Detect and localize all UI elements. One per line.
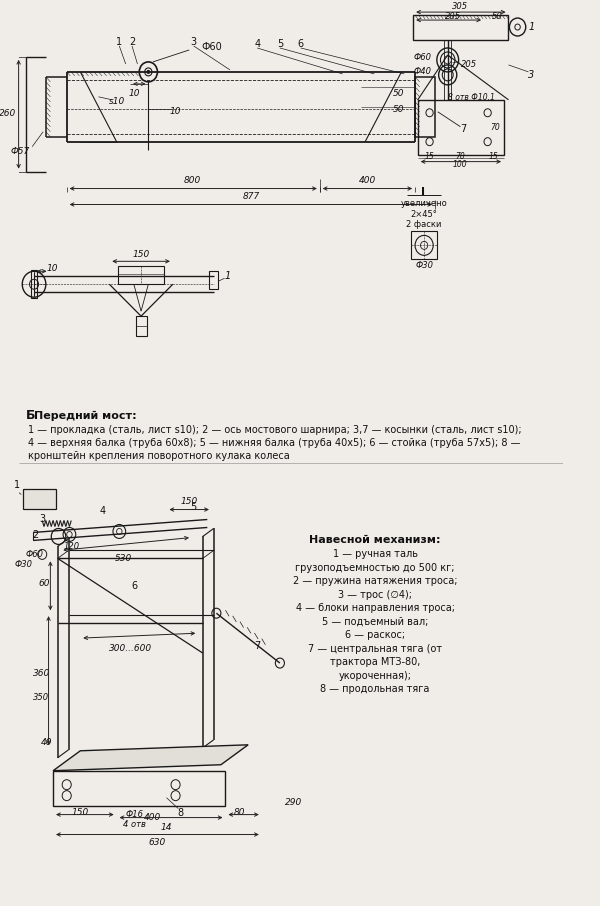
Text: 3: 3 [528, 70, 535, 80]
Text: 4 — блоки направления троса;: 4 — блоки направления троса; [296, 603, 455, 613]
Circle shape [147, 71, 150, 73]
Text: 70: 70 [455, 152, 465, 161]
Text: I: I [421, 187, 425, 197]
Text: s10: s10 [109, 97, 125, 106]
Text: 630: 630 [149, 838, 166, 847]
Text: кронштейн крепления поворотного кулака колеса: кронштейн крепления поворотного кулака к… [28, 450, 289, 461]
Text: 80: 80 [233, 808, 245, 817]
Bar [209, 271, 218, 289]
Text: Ф60: Ф60 [202, 42, 222, 52]
Text: 350: 350 [33, 693, 49, 702]
Text: 3 — трос (∅4);: 3 — трос (∅4); [338, 590, 412, 600]
Bar [415, 77, 435, 137]
Text: 7: 7 [254, 641, 260, 651]
Bar [413, 15, 508, 40]
Text: 305: 305 [452, 2, 469, 11]
Text: 530: 530 [115, 554, 133, 563]
Text: 150: 150 [71, 808, 89, 817]
Text: 4: 4 [100, 506, 106, 516]
Text: 2×45°: 2×45° [410, 210, 437, 219]
Text: 400: 400 [358, 176, 376, 185]
Text: 4 отв: 4 отв [124, 820, 146, 829]
Text: 2 фаски: 2 фаски [406, 220, 442, 229]
Text: 15: 15 [425, 152, 434, 161]
Text: 50: 50 [393, 90, 404, 99]
Text: 400: 400 [144, 813, 161, 822]
Bar [412, 231, 437, 259]
Text: 70: 70 [490, 123, 500, 132]
Text: увеличено: увеличено [401, 199, 448, 208]
Bar [118, 266, 164, 284]
Text: 10: 10 [46, 264, 58, 273]
Text: 1: 1 [528, 22, 535, 32]
Text: 150: 150 [181, 497, 198, 506]
Bar [418, 100, 504, 155]
Text: 205: 205 [445, 12, 461, 21]
Bar [53, 771, 226, 805]
Text: 5: 5 [277, 39, 283, 49]
Bar [136, 316, 146, 336]
Text: 2: 2 [129, 37, 135, 47]
Text: Передний мост:: Передний мост: [34, 410, 137, 421]
Text: 1: 1 [224, 271, 230, 281]
Text: 15: 15 [488, 152, 498, 161]
Text: 6: 6 [298, 39, 304, 49]
Text: 8 отв Ф10,1: 8 отв Ф10,1 [448, 93, 495, 102]
Text: 120: 120 [63, 542, 79, 551]
Text: 14: 14 [161, 823, 172, 832]
Text: 10: 10 [170, 107, 181, 116]
Text: 100: 100 [453, 160, 468, 169]
Text: 5 — подъемный вал;: 5 — подъемный вал; [322, 617, 428, 627]
Text: 260: 260 [0, 110, 16, 119]
Text: 40: 40 [41, 738, 52, 747]
Text: 7 — центральная тяга (от: 7 — центральная тяга (от [308, 643, 442, 653]
Text: 5: 5 [191, 502, 197, 512]
Text: 150: 150 [133, 250, 150, 259]
Text: 877: 877 [242, 192, 259, 201]
Text: 50: 50 [492, 12, 503, 21]
Text: 6: 6 [131, 582, 138, 592]
Text: 6 — раскос;: 6 — раскос; [345, 631, 405, 641]
Text: 205: 205 [461, 61, 478, 70]
Text: трактора МТЗ-80,: трактора МТЗ-80, [330, 657, 421, 667]
Text: Ф60: Ф60 [413, 53, 431, 63]
Text: 290: 290 [285, 798, 302, 807]
Text: Ф60: Ф60 [26, 550, 44, 559]
Bar [31, 270, 37, 298]
Text: 8: 8 [177, 807, 183, 817]
Text: 2: 2 [32, 530, 38, 541]
Text: 50: 50 [393, 105, 404, 114]
Text: Ф30: Ф30 [415, 261, 433, 270]
Text: Ф16: Ф16 [126, 810, 144, 819]
Text: 10: 10 [129, 90, 140, 99]
Text: 300...600: 300...600 [109, 643, 152, 652]
Text: 3: 3 [39, 514, 45, 524]
Text: Б: Б [26, 410, 35, 422]
Text: 800: 800 [184, 176, 202, 185]
Text: 60: 60 [38, 579, 50, 588]
Text: 1 — прокладка (сталь, лист s10); 2 — ось мостового шарнира; 3,7 — косынки (сталь: 1 — прокладка (сталь, лист s10); 2 — ось… [28, 425, 521, 435]
Text: 3: 3 [191, 37, 197, 47]
Text: укороченная);: укороченная); [338, 670, 412, 680]
Text: Ф40: Ф40 [413, 67, 431, 76]
Text: 360: 360 [32, 669, 50, 678]
Text: 4: 4 [254, 39, 260, 49]
Text: Навесной механизм:: Навесной механизм: [310, 535, 441, 545]
Text: грузоподъемностью до 500 кг;: грузоподъемностью до 500 кг; [295, 563, 455, 573]
Text: 8 — продольная тяга: 8 — продольная тяга [320, 684, 430, 694]
Bar [23, 488, 56, 508]
Text: 7: 7 [460, 124, 466, 134]
Text: Ф57: Ф57 [11, 147, 30, 156]
Text: 1: 1 [116, 37, 122, 47]
Text: Ф30: Ф30 [14, 560, 32, 569]
Text: 1 — ручная таль: 1 — ручная таль [332, 549, 418, 559]
Text: 2 — пружина натяжения троса;: 2 — пружина натяжения троса; [293, 576, 457, 586]
Text: 4 — верхняя балка (труба 60х8); 5 — нижняя балка (труба 40х5); 6 — стойка (труба: 4 — верхняя балка (труба 60х8); 5 — нижн… [28, 438, 520, 448]
Polygon shape [53, 745, 248, 771]
Text: 1: 1 [14, 479, 20, 489]
